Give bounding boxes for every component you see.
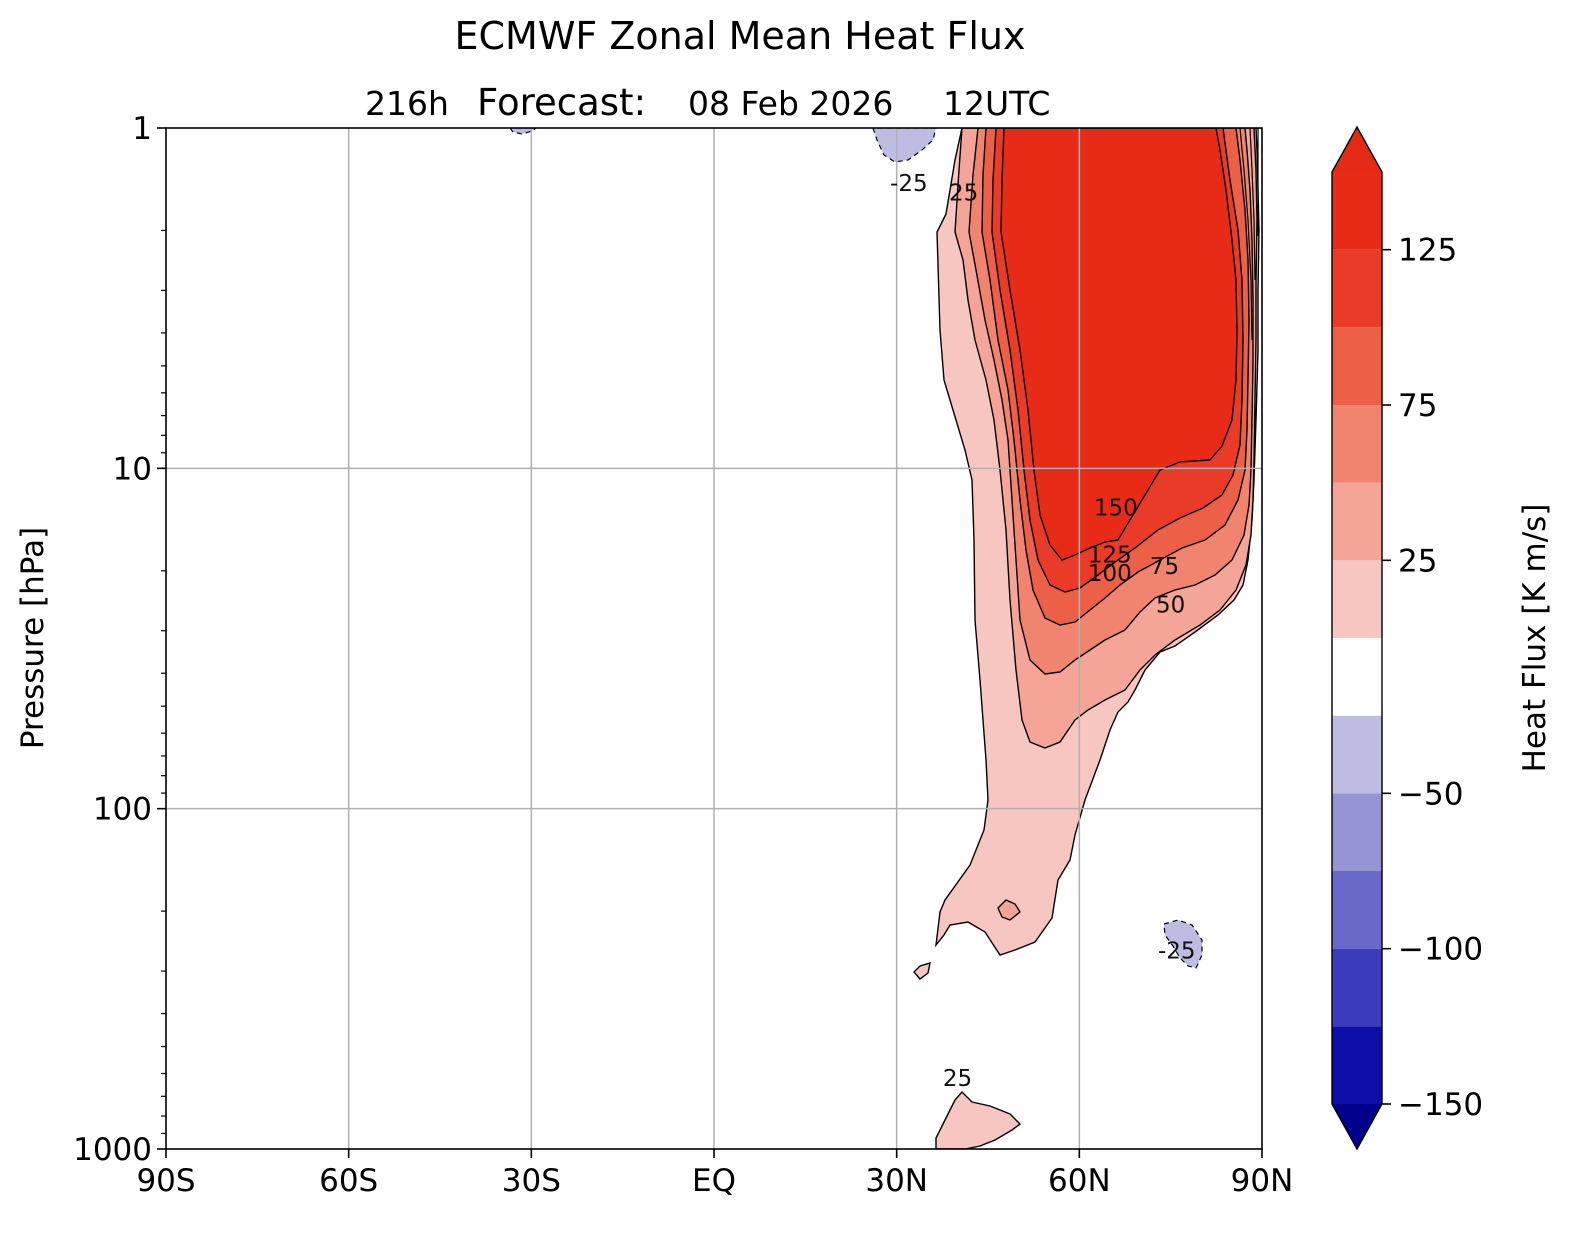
contour-label: -25: [1158, 938, 1196, 964]
colorbar-segment: [1332, 948, 1382, 1027]
colorbar-segment: [1332, 638, 1382, 716]
contour-line-top-1: [1239, 128, 1253, 341]
contour-label: 150: [1094, 496, 1138, 522]
colorbar-tick-label: −100: [1398, 932, 1483, 968]
colorbar-tick-label: −50: [1398, 776, 1463, 812]
x-tick-label: 30N: [865, 1163, 928, 1199]
colorbar-segment: [1332, 560, 1382, 638]
contour-label: 75: [1150, 554, 1179, 580]
colorbar: 125 75 25 −50 −100 −150: [1331, 125, 1483, 1151]
colorbar-tick-label: 25: [1398, 543, 1437, 579]
contour-label: 50: [1156, 593, 1185, 619]
chart-title: ECMWF Zonal Mean Heat Flux: [455, 14, 1026, 58]
contour-fill-negative-polar: [1163, 919, 1203, 969]
colorbar-tick-label: 75: [1398, 388, 1437, 424]
contour-label: 25: [943, 1066, 972, 1092]
y-axis-ticks: 1 10 100 1000: [73, 111, 166, 1168]
contour-fill-negative-nh-top: [872, 128, 937, 163]
x-axis-ticks: 90S 60S 30S EQ 30N 60N 90N: [136, 1149, 1293, 1199]
colorbar-tick-label: −150: [1398, 1087, 1483, 1123]
colorbar-segment: [1332, 715, 1382, 794]
contour-label: 25: [949, 180, 978, 206]
colorbar-tick-label: 125: [1398, 233, 1457, 269]
x-tick-label: 60S: [319, 1163, 378, 1199]
contour-fill-lower-patch: [935, 1090, 1022, 1149]
subtitle-date: 08 Feb 2026: [688, 84, 893, 123]
colorbar-segment: [1332, 793, 1382, 871]
colorbar-segment: [1332, 405, 1382, 483]
colorbar-segment: [1332, 172, 1382, 250]
contour-label: -25: [890, 171, 928, 197]
colorbar-label: Heat Flux [K m/s]: [1517, 504, 1553, 773]
colorbar-extend-under: [1332, 1104, 1382, 1149]
subtitle-lead: 216h: [365, 84, 449, 123]
y-tick-label: 10: [113, 451, 152, 487]
colorbar-extend-over: [1332, 127, 1382, 172]
colorbar-segment: [1332, 1026, 1382, 1104]
y-tick-label: 1000: [73, 1132, 152, 1168]
contour-fill-gt-150: [1000, 128, 1238, 561]
contour-fill-island-1: [997, 899, 1021, 921]
y-tick-label: 1: [132, 111, 152, 147]
x-tick-label: 30S: [502, 1163, 561, 1199]
contour-line-top-2: [1249, 128, 1256, 281]
contour-label: 100: [1088, 561, 1132, 587]
x-tick-label: 60N: [1048, 1163, 1111, 1199]
subtitle-label: Forecast:: [477, 81, 646, 124]
chart-subtitle: 216h Forecast: 08 Feb 2026 12UTC: [365, 81, 1050, 124]
colorbar-segment: [1332, 249, 1382, 328]
y-axis-label: Pressure [hPa]: [15, 527, 51, 749]
contour-label: 125: [1088, 542, 1132, 568]
colorbar-segment: [1332, 871, 1382, 949]
x-tick-label: 90N: [1231, 1163, 1294, 1199]
contour-fill-island-2: [913, 961, 931, 980]
contour-fill-negative-sh: [509, 128, 537, 135]
y-tick-label: 100: [93, 792, 152, 828]
x-tick-label: EQ: [692, 1163, 736, 1199]
colorbar-segment: [1332, 482, 1382, 561]
colorbar-segment: [1332, 327, 1382, 405]
x-tick-label: 90S: [136, 1163, 195, 1199]
contour-fields: [509, 128, 1262, 1149]
grid-lines: [166, 128, 1262, 1149]
subtitle-time: 12UTC: [943, 84, 1050, 123]
